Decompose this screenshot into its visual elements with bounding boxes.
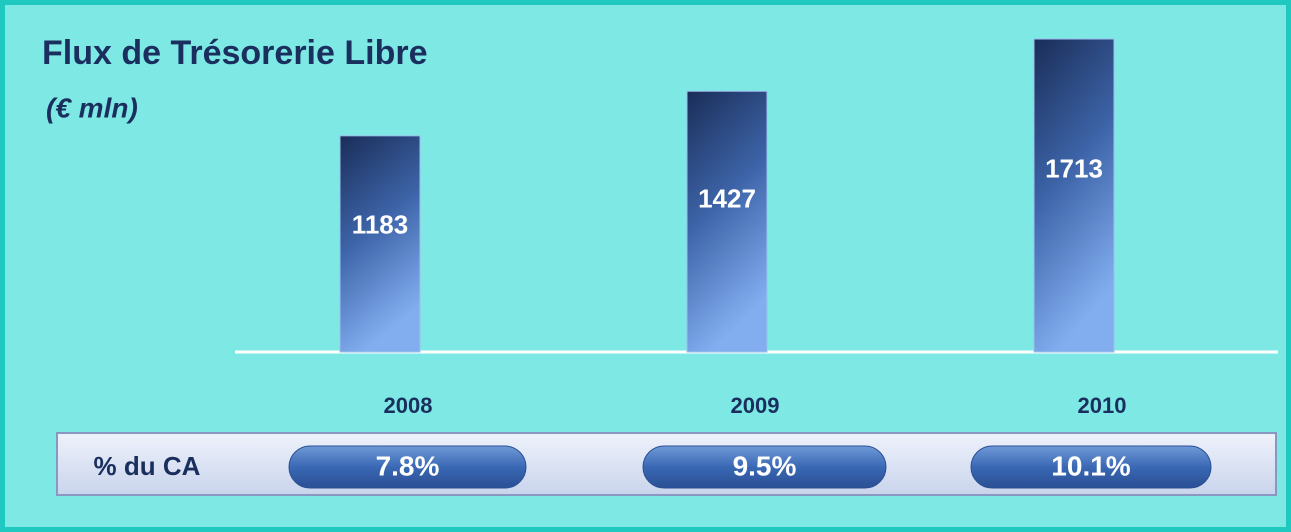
data-label: 1427 bbox=[698, 184, 756, 214]
data-label: 1713 bbox=[1045, 153, 1103, 183]
share-value: 7.8% bbox=[376, 450, 440, 481]
share-pill bbox=[970, 445, 1212, 489]
x-tick-label: 2009 bbox=[731, 393, 780, 418]
chart-title: Flux de Trésorerie Libre bbox=[42, 34, 427, 72]
x-tick-label: 2008 bbox=[384, 393, 433, 418]
share-value: 10.1% bbox=[1051, 450, 1130, 481]
x-tick-label: 2010 bbox=[1078, 393, 1127, 418]
chart-subtitle: (€ mln) bbox=[46, 92, 138, 123]
bar bbox=[339, 135, 421, 353]
share-pill bbox=[288, 445, 527, 489]
data-label: 1183 bbox=[352, 210, 408, 240]
share-value: 9.5% bbox=[733, 450, 797, 481]
share-pill bbox=[642, 445, 887, 489]
bar bbox=[686, 90, 768, 353]
share-row-label: % du CA bbox=[94, 451, 201, 481]
bar bbox=[1033, 38, 1115, 353]
